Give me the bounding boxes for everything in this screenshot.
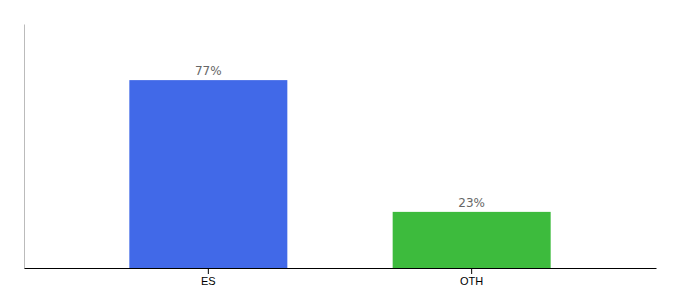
data-label: 77% bbox=[195, 64, 222, 78]
chart: ES OTH 77% 23% bbox=[0, 0, 680, 300]
y-axis-line bbox=[24, 25, 25, 269]
x-tick: OTH bbox=[460, 268, 483, 287]
data-label: 23% bbox=[458, 196, 485, 210]
bar bbox=[129, 80, 287, 268]
x-tick-mark bbox=[471, 268, 472, 274]
bar bbox=[393, 212, 551, 268]
x-tick-label: ES bbox=[201, 275, 216, 287]
x-tick-label: OTH bbox=[460, 275, 483, 287]
plot: ES OTH 77% 23% bbox=[25, 25, 657, 287]
x-axis-line bbox=[25, 268, 657, 269]
x-tick: ES bbox=[201, 268, 216, 287]
bars bbox=[129, 80, 550, 268]
x-axis: ES OTH bbox=[25, 268, 657, 287]
x-tick-mark bbox=[208, 268, 209, 274]
y-axis bbox=[24, 25, 25, 269]
data-labels: 77% 23% bbox=[195, 64, 485, 210]
